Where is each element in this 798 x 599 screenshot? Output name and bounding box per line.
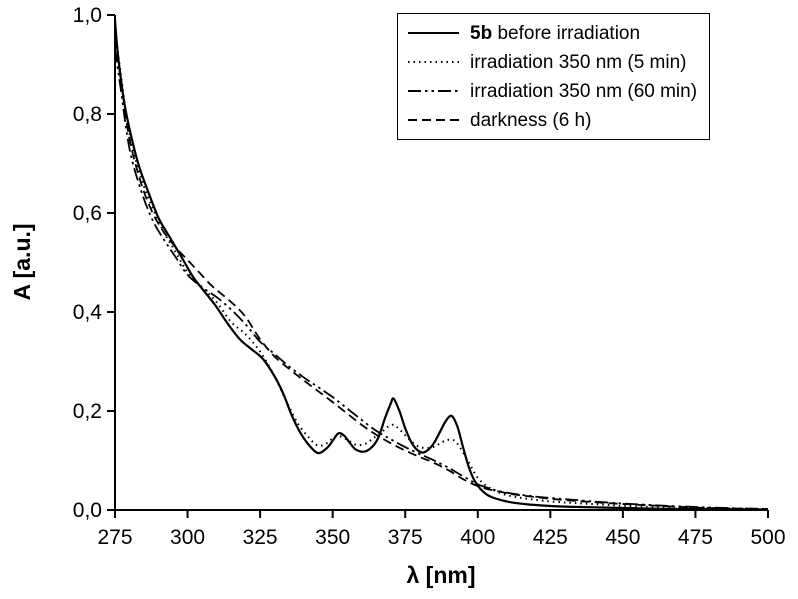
y-tick-label: 0,2 (73, 400, 102, 423)
y-tick-label: 0,6 (73, 202, 102, 225)
legend-label-text: irradiation 350 nm (60 min) (470, 80, 698, 102)
legend: 5b before irradiation irradiation 350 nm… (397, 13, 711, 140)
legend-label-text: irradiation 350 nm (5 min) (470, 51, 687, 73)
x-tick-label: 475 (678, 526, 713, 549)
x-tick-label: 400 (460, 526, 495, 549)
y-axis-title: A [a.u.] (9, 223, 35, 300)
legend-label: irradiation 350 nm (5 min) (470, 53, 686, 72)
y-tick-label: 0,0 (73, 499, 102, 522)
x-tick-label: 375 (388, 526, 423, 549)
legend-line-sample-dotted (408, 61, 459, 63)
series-line-3 (114, 39, 769, 510)
x-tick-label: 500 (750, 526, 785, 549)
x-tick-label: 425 (533, 526, 568, 549)
legend-label-bold: 5b (470, 22, 493, 44)
series-lines (113, 19, 769, 511)
legend-item: darkness (6 h) (406, 106, 697, 134)
x-tick-label: 450 (605, 526, 640, 549)
legend-line-sample-dashdotdot (408, 90, 459, 92)
legend-label-text: darkness (6 h) (470, 109, 592, 131)
x-tick-label: 325 (243, 526, 278, 549)
axes: 275 300 325 350 375 400 425 450 475 500 0,0 0,2 0,4 0… (73, 4, 786, 549)
y-tick-label: 1,0 (73, 4, 102, 27)
x-tick-label: 350 (315, 526, 350, 549)
series-line-2 (114, 49, 769, 510)
x-axis-title: λ [nm] (407, 562, 476, 588)
legend-label: 5b before irradiation (470, 24, 640, 43)
legend-label-text: before irradiation (492, 22, 641, 44)
legend-label: darkness (6 h) (470, 111, 591, 130)
legend-item: irradiation 350 nm (5 min) (406, 48, 697, 76)
legend-item: 5b before irradiation (406, 19, 697, 47)
x-tick-label: 275 (97, 526, 132, 549)
y-tick-label: 0,8 (73, 103, 102, 126)
x-tick-label: 300 (170, 526, 205, 549)
legend-label: irradiation 350 nm (60 min) (470, 82, 697, 101)
legend-line-sample-dashed (408, 119, 459, 121)
y-tick-label: 0,4 (73, 301, 103, 324)
legend-item: irradiation 350 nm (60 min) (406, 77, 697, 105)
legend-line-sample-solid (408, 32, 459, 34)
